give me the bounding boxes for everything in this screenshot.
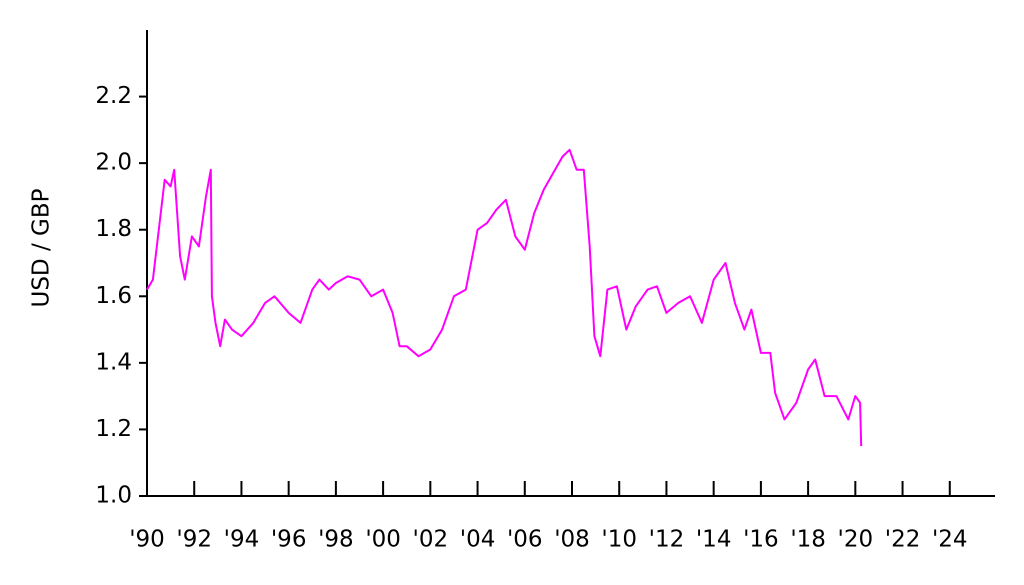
x-tick-label: '98 (318, 527, 354, 553)
y-tick-label: 1.0 (95, 483, 132, 509)
x-tick-label: '96 (271, 527, 307, 553)
x-tick-label: '24 (932, 527, 968, 553)
y-tick-label: 2.2 (95, 83, 132, 109)
x-tick-label: '02 (413, 527, 449, 553)
y-tick-label: 1.6 (95, 283, 132, 309)
x-tick-label: '94 (224, 527, 260, 553)
x-tick-label: '12 (649, 527, 685, 553)
x-tick-label: '04 (460, 527, 496, 553)
y-tick-label: 1.2 (95, 416, 132, 442)
x-tick-label: '22 (885, 527, 921, 553)
x-tick-label: '20 (838, 527, 874, 553)
y-tick-label: 1.8 (95, 216, 132, 242)
x-tick-label: '08 (554, 527, 590, 553)
x-tick-label: '06 (507, 527, 543, 553)
y-tick-label: 2.0 (95, 150, 132, 176)
y-axis-label: USD / GBP (29, 188, 55, 307)
x-tick-label: '10 (601, 527, 637, 553)
x-tick-label: '14 (696, 527, 732, 553)
x-tick-label: '92 (176, 527, 212, 553)
y-tick-label: 1.4 (95, 349, 132, 375)
line-series (146, 148, 863, 447)
x-tick-label: '18 (790, 527, 826, 553)
x-tick-label: '16 (743, 527, 779, 553)
x-tick-label: '90 (129, 527, 165, 553)
x-tick-label: '00 (365, 527, 401, 553)
